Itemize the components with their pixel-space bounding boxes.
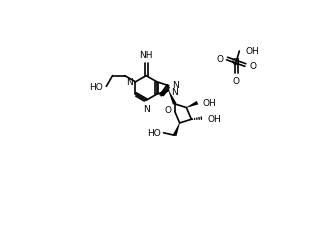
Polygon shape bbox=[186, 101, 198, 108]
Text: Cl: Cl bbox=[232, 58, 241, 67]
Text: N: N bbox=[126, 78, 133, 87]
Text: OH: OH bbox=[202, 99, 216, 108]
Text: N: N bbox=[143, 105, 150, 114]
Text: O: O bbox=[233, 77, 240, 86]
Text: O: O bbox=[165, 106, 172, 115]
Text: N: N bbox=[171, 88, 177, 97]
Text: N: N bbox=[172, 80, 178, 89]
Text: O: O bbox=[216, 55, 223, 64]
Text: O: O bbox=[249, 61, 256, 70]
Polygon shape bbox=[173, 123, 180, 136]
Text: HO: HO bbox=[147, 129, 161, 138]
Text: OH: OH bbox=[245, 47, 259, 55]
Text: OH: OH bbox=[207, 114, 221, 123]
Polygon shape bbox=[168, 91, 177, 105]
Text: NH: NH bbox=[139, 51, 153, 60]
Text: HO: HO bbox=[90, 82, 103, 91]
